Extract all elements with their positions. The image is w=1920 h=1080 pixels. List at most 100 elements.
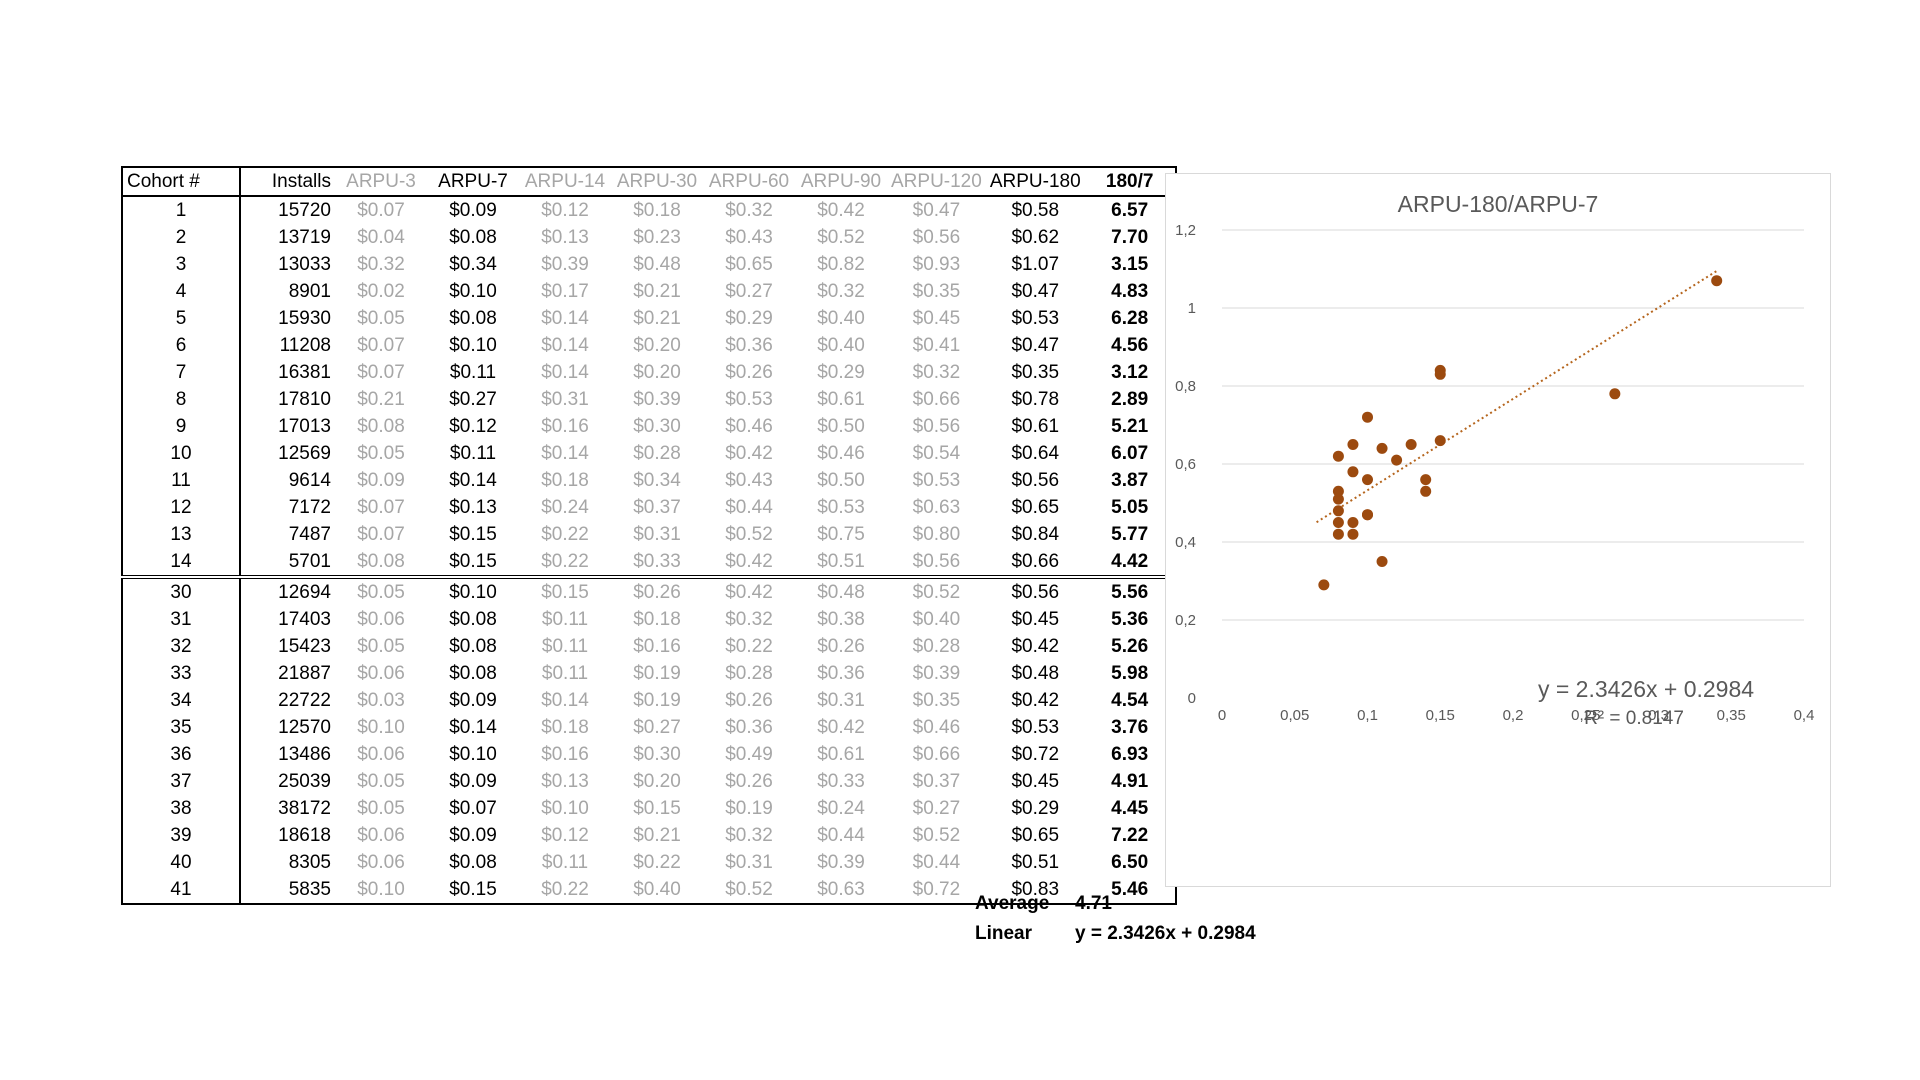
cohort-cell: 34 [122,687,241,714]
data-point [1405,439,1417,450]
installs-cell: 8901 [288,280,331,302]
arpu-14-cell: $0.22 [541,878,589,900]
arpu-60-cell: $0.53 [725,388,773,410]
arpu-60-cell: $0.42 [725,442,773,464]
arpu-30-cell: $0.21 [633,307,681,329]
arpu-3-cell: $0.05 [335,575,427,606]
installs-cell: 13719 [278,226,331,248]
header-arpu-90: ARPU-90 [795,167,887,197]
arpu-60-cell: $0.26 [725,770,773,792]
installs-cell: 12694 [240,575,335,606]
arpu-3-cell: $0.06 [357,743,405,765]
arpu-3-cell: $0.05 [357,770,405,792]
ratio-cell: 6.28 [1084,305,1177,332]
ratio-cell: 3.12 [1084,359,1177,386]
table-row: 35 12570 $0.10 $0.14 $0.18 $0.27 $0.36 $0.42 $0.… [122,714,1177,741]
arpu-14-cell: $0.13 [541,226,589,248]
header-arpu-120: ARPU-120 [887,167,986,197]
arpu-7-cell: $0.10 [449,743,497,765]
cohort-cell: 7 [122,359,241,386]
arpu-30-cell: $0.21 [633,824,681,846]
arpu-14-cell: $0.17 [541,280,589,302]
table-row: 7 16381 $0.07 $0.11 $0.14 $0.20 $0.26 $0.29 $0.3… [122,359,1177,386]
arpu-90-cell: $0.50 [817,415,865,437]
arpu-3-cell: $0.06 [357,608,405,630]
x-tick-label: 0,1 [1357,707,1378,724]
arpu-7-cell: $0.14 [449,716,497,738]
arpu-7-cell: $0.15 [449,878,497,900]
table-row: 30 12694 $0.05 $0.10 $0.15 $0.26 $0.42 $0.48 $0.… [122,575,1177,606]
arpu-60-cell: $0.26 [725,689,773,711]
table-row: 5 15930 $0.05 $0.08 $0.14 $0.21 $0.29 $0.40 $0.4… [122,305,1177,332]
arpu-90-cell: $0.36 [817,662,865,684]
scatter-chart: ARPU-180/ARPU-7 0 0,2 0,4 0,6 0,8 1 1,2 0 0,05 0… [1165,173,1831,887]
arpu-30-cell: $0.39 [633,388,681,410]
arpu-30-cell: $0.20 [633,361,681,383]
header-arpu-60: ARPU-60 [703,167,795,197]
arpu-30-cell: $0.15 [633,797,681,819]
arpu-3-cell: $0.04 [357,226,405,248]
table-row: 39 18618 $0.06 $0.09 $0.12 $0.21 $0.32 $0.44 $0.… [122,822,1177,849]
installs-cell: 13486 [278,743,331,765]
header-arpu-3: ARPU-3 [335,167,427,197]
arpu-30-cell: $0.27 [633,716,681,738]
table-body: 1 15720 $0.07 $0.09 $0.12 $0.18 $0.32 $0.42 $0.4… [122,196,1177,904]
cohort-cell: 12 [122,494,241,521]
table-row: 6 11208 $0.07 $0.10 $0.14 $0.20 $0.36 $0.40 $0.4… [122,332,1177,359]
arpu-7-cell: $0.27 [449,388,497,410]
table-row: 8 17810 $0.21 $0.27 $0.31 $0.39 $0.53 $0.61 $0.6… [122,386,1177,413]
arpu-3-cell: $0.02 [357,280,405,302]
ratio-cell: 6.93 [1084,741,1177,768]
cohort-cell: 2 [122,224,241,251]
arpu-30-cell: $0.21 [633,280,681,302]
arpu-180-cell: $0.58 [1011,199,1060,221]
arpu-3-cell: $0.05 [357,797,405,819]
data-point [1347,517,1359,528]
arpu-30-cell: $0.30 [633,415,681,437]
y-tick-label: 0,2 [1175,612,1196,629]
arpu-7-cell: $0.34 [449,253,497,275]
arpu-7-cell: $0.15 [449,550,497,572]
y-axis-ticks: 0 0,2 0,4 0,6 0,8 1 1,2 [1175,222,1196,707]
data-point [1347,439,1359,450]
arpu-60-cell: $0.29 [725,307,773,329]
table-row: 37 25039 $0.05 $0.09 $0.13 $0.20 $0.26 $0.33 $0.… [122,768,1177,795]
table-row: 4 8901 $0.02 $0.10 $0.17 $0.21 $0.27 $0.32 $0.35… [122,278,1177,305]
arpu-120-cell: $0.39 [912,662,961,684]
arpu-120-cell: $0.37 [912,770,961,792]
x-tick-label: 0,4 [1794,707,1815,724]
table-header-row: Cohort # Installs ARPU-3 ARPU-7 ARPU-14 … [122,167,1177,197]
arpu-60-cell: $0.43 [725,469,773,491]
arpu-60-cell: $0.49 [725,743,773,765]
arpu-3-cell: $0.07 [357,334,405,356]
arpu-14-cell: $0.11 [541,851,589,873]
data-point [1609,388,1621,400]
arpu-60-cell: $0.36 [725,716,773,738]
arpu-7-cell: $0.08 [449,307,497,329]
arpu-7-cell: $0.08 [449,662,497,684]
arpu-90-cell: $0.42 [817,199,865,221]
y-tick-label: 1,2 [1175,222,1196,239]
arpu-180-cell: $0.29 [1011,797,1060,819]
cohort-cell: 10 [122,440,241,467]
arpu-30-cell: $0.19 [633,662,681,684]
arpu-7-cell: $0.10 [427,575,519,606]
y-tick-label: 0,8 [1175,378,1196,395]
arpu-3-cell: $0.09 [357,469,405,491]
x-axis-ticks: 0 0,05 0,1 0,15 0,2 0,25 0,3 0,35 0,4 [1218,707,1815,724]
header-arpu-7: ARPU-7 [427,167,519,197]
arpu-180-cell: $0.45 [1011,770,1060,792]
arpu-90-cell: $0.50 [817,469,865,491]
arpu-120-cell: $0.54 [912,442,961,464]
installs-cell: 17403 [278,608,331,630]
arpu-30-cell: $0.26 [611,575,703,606]
arpu-180-cell: $0.78 [1011,388,1060,410]
arpu-180-cell: $0.72 [1011,743,1060,765]
arpu-180-cell: $0.56 [1011,469,1060,491]
cohort-cell: 41 [122,876,241,904]
header-arpu-180: ARPU-180 [985,167,1085,197]
installs-cell: 7487 [288,523,331,545]
arpu-30-cell: $0.40 [633,878,681,900]
data-point [1362,509,1373,521]
arpu-90-cell: $0.32 [817,280,865,302]
